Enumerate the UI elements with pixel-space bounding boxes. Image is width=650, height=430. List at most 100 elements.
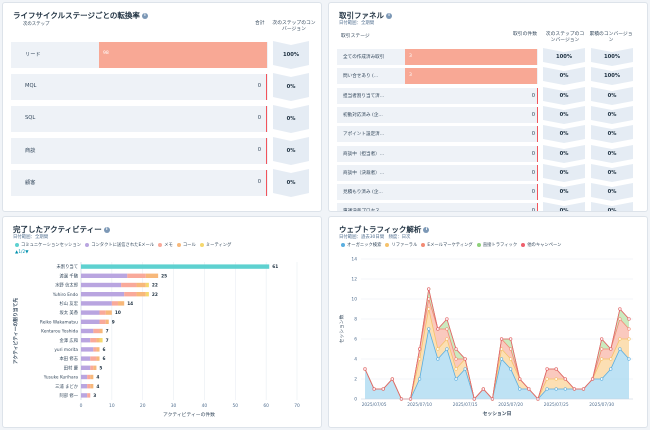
data-point[interactable] — [372, 387, 376, 391]
activity-bar-segment[interactable] — [93, 328, 100, 334]
caret-up-icon[interactable]: ▲ — [15, 250, 19, 255]
funnel-row[interactable] — [337, 126, 538, 143]
data-point[interactable] — [427, 297, 431, 301]
data-point[interactable] — [499, 337, 504, 341]
data-point[interactable] — [436, 327, 440, 331]
activity-bar-segment[interactable] — [127, 273, 146, 278]
data-point[interactable] — [618, 317, 622, 321]
data-point[interactable] — [518, 377, 522, 381]
data-point[interactable] — [427, 327, 431, 331]
data-point[interactable] — [445, 317, 449, 321]
funnel-row[interactable] — [337, 164, 538, 181]
legend-item[interactable]: コンタクトに送信されたEメール — [85, 242, 154, 248]
info-icon[interactable]: i — [141, 13, 148, 19]
activity-bar-segment[interactable] — [81, 384, 88, 389]
activity-bar-segment[interactable] — [96, 356, 100, 361]
activity-bar-segment[interactable] — [81, 347, 94, 352]
activity-bar-segment[interactable] — [136, 292, 146, 297]
activity-bar-segment[interactable] — [90, 365, 94, 370]
activity-bar-segment[interactable] — [145, 282, 149, 288]
data-point[interactable] — [509, 347, 513, 351]
data-point[interactable] — [609, 367, 613, 371]
lifecycle-row[interactable] — [11, 170, 268, 196]
activity-bar-segment[interactable] — [87, 393, 91, 398]
data-point[interactable] — [445, 347, 449, 351]
legend-item[interactable]: リファーラル — [385, 242, 417, 248]
data-point[interactable] — [463, 357, 467, 361]
data-point[interactable] — [418, 347, 422, 351]
legend-item[interactable]: オーガニック検索 — [341, 242, 381, 248]
data-point[interactable] — [445, 327, 449, 331]
activity-bar-segment[interactable] — [121, 282, 137, 288]
data-point[interactable] — [418, 377, 422, 381]
data-point[interactable] — [518, 387, 522, 391]
data-point[interactable] — [454, 357, 458, 361]
activity-bar-segment[interactable] — [145, 292, 149, 297]
activity-bar-segment[interactable] — [96, 347, 100, 352]
funnel-row[interactable] — [337, 184, 538, 201]
data-point[interactable] — [445, 337, 449, 341]
data-point[interactable] — [563, 387, 567, 391]
legend-item[interactable]: メモ — [158, 242, 173, 248]
info-icon[interactable]: i — [423, 227, 430, 233]
data-point[interactable] — [545, 367, 549, 371]
activity-bar-segment[interactable] — [96, 338, 100, 343]
data-point[interactable] — [600, 347, 604, 351]
data-point[interactable] — [436, 347, 440, 351]
data-point[interactable] — [600, 377, 604, 381]
activity-bar-segment[interactable] — [87, 374, 91, 380]
activity-bar-segment[interactable] — [111, 301, 119, 306]
activity-bar-segment[interactable] — [81, 356, 91, 361]
data-point[interactable] — [554, 377, 558, 381]
data-point[interactable] — [600, 357, 604, 361]
legend-item[interactable]: ミーティング — [199, 242, 231, 248]
data-point[interactable] — [436, 357, 440, 361]
activity-bar-segment[interactable] — [99, 310, 106, 315]
activity-bar-segment[interactable] — [136, 282, 146, 288]
legend-item[interactable]: Eメールマーケティング — [421, 242, 473, 248]
data-point[interactable] — [600, 337, 604, 341]
data-point[interactable] — [627, 317, 631, 321]
activity-bar-segment[interactable] — [81, 393, 88, 398]
legend-item[interactable]: 他のキャンペーン — [521, 242, 561, 248]
data-point[interactable] — [509, 337, 513, 341]
data-point[interactable] — [563, 377, 567, 381]
activity-bar-segment[interactable] — [124, 292, 137, 297]
activity-bar-segment[interactable] — [81, 301, 112, 306]
data-point[interactable] — [554, 387, 558, 391]
activity-bar-segment[interactable] — [81, 328, 94, 334]
activity-bar-segment[interactable] — [99, 319, 106, 324]
data-point[interactable] — [572, 387, 576, 391]
data-point[interactable] — [418, 357, 422, 361]
data-point[interactable] — [481, 387, 485, 391]
activity-bar-segment[interactable] — [105, 310, 112, 315]
data-point[interactable] — [363, 367, 367, 371]
data-point[interactable] — [609, 347, 613, 351]
activity-bar-segment[interactable] — [81, 273, 128, 278]
activity-bar-segment[interactable] — [93, 365, 97, 370]
lifecycle-row[interactable] — [11, 106, 268, 132]
data-point[interactable] — [499, 357, 504, 361]
activity-bar-segment[interactable] — [90, 374, 94, 380]
legend-item[interactable]: コミュニケーションセッション — [15, 242, 81, 248]
legend-item[interactable]: コール — [176, 242, 196, 248]
data-point[interactable] — [627, 357, 631, 361]
activity-bar-segment[interactable] — [105, 319, 109, 324]
data-point[interactable] — [454, 377, 458, 381]
data-point[interactable] — [463, 367, 467, 371]
data-point[interactable] — [618, 307, 622, 311]
data-point[interactable] — [581, 387, 586, 391]
data-point[interactable] — [545, 387, 549, 391]
data-point[interactable] — [618, 337, 622, 341]
funnel-row[interactable] — [337, 145, 538, 162]
data-point[interactable] — [618, 347, 622, 351]
activity-bar-segment[interactable] — [81, 338, 91, 343]
funnel-row[interactable] — [337, 106, 538, 123]
data-point[interactable] — [627, 327, 631, 331]
activity-bar-segment[interactable] — [81, 292, 125, 297]
activity-bar-segment[interactable] — [99, 338, 103, 343]
data-point[interactable] — [509, 357, 513, 361]
data-point[interactable] — [454, 347, 458, 351]
activity-bar-segment[interactable] — [81, 319, 100, 324]
data-point[interactable] — [527, 387, 531, 391]
